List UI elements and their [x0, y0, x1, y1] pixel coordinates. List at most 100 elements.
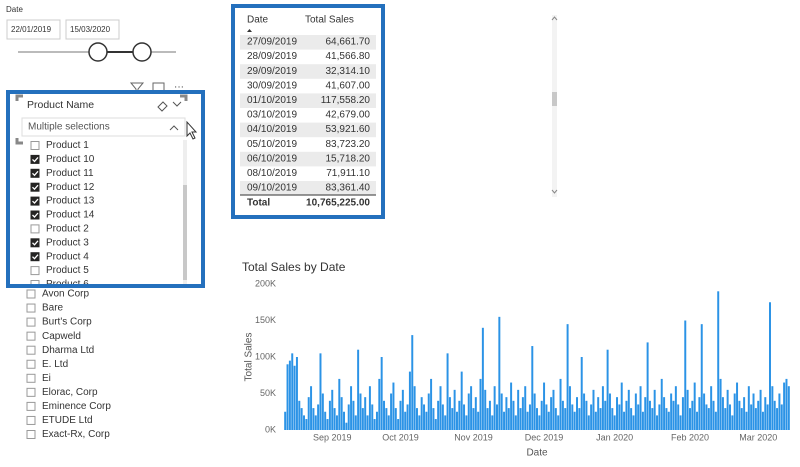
- bar: [493, 386, 496, 430]
- bar: [719, 378, 722, 430]
- checkbox-checked[interactable]: [30, 252, 40, 262]
- slicer-item: Elorac, Corp: [42, 387, 98, 398]
- bar: [696, 411, 699, 430]
- slicer-item: Product 11: [46, 168, 94, 179]
- y-tick-label: 150K: [255, 315, 276, 325]
- bar: [394, 408, 397, 430]
- checkbox-checked[interactable]: [30, 210, 40, 220]
- checkbox[interactable]: [30, 224, 40, 234]
- bar: [590, 404, 593, 430]
- bar: [613, 415, 616, 430]
- checkbox[interactable]: [26, 317, 36, 327]
- slider-handle[interactable]: [132, 42, 152, 62]
- bar: [291, 353, 294, 430]
- checkbox[interactable]: [26, 345, 36, 355]
- checkbox[interactable]: [26, 289, 36, 299]
- checkbox-checked[interactable]: [30, 168, 40, 178]
- bar: [639, 386, 642, 430]
- bar: [343, 411, 346, 430]
- y-tick-label: 200K: [255, 278, 276, 288]
- bar: [425, 411, 428, 430]
- bar: [566, 324, 569, 430]
- bar: [293, 365, 296, 430]
- scrollbar-thumb[interactable]: [183, 185, 187, 280]
- checkbox[interactable]: [26, 331, 36, 341]
- page-scrollbar-thumb[interactable]: [552, 92, 557, 106]
- cell: 71,911.10: [326, 168, 370, 179]
- bar: [663, 397, 666, 430]
- checkbox[interactable]: [30, 141, 40, 150]
- bar: [625, 400, 628, 430]
- column-header: Total Sales: [305, 15, 354, 26]
- bar: [684, 320, 687, 430]
- checkbox[interactable]: [26, 430, 36, 439]
- bar: [390, 393, 393, 430]
- bar: [340, 397, 343, 430]
- cell: 32,314.10: [326, 66, 371, 77]
- checkbox[interactable]: [26, 303, 36, 313]
- start-date-input[interactable]: [6, 19, 61, 40]
- bar: [691, 400, 694, 430]
- bar: [397, 419, 400, 430]
- x-axis-label: Date: [526, 448, 548, 459]
- row-band: [240, 93, 376, 108]
- checkbox-checked[interactable]: [30, 154, 40, 164]
- bar: [759, 389, 762, 430]
- bar: [288, 360, 291, 430]
- date-slicer-title: Date: [6, 5, 23, 14]
- bar: [333, 408, 336, 430]
- end-date-input[interactable]: [65, 19, 120, 40]
- x-tick-label: Mar 2020: [739, 432, 777, 442]
- bar: [375, 411, 378, 430]
- bar: [458, 400, 461, 430]
- more-icon[interactable]: ···: [174, 82, 184, 93]
- bar: [536, 408, 538, 430]
- company-list: Avon Corp Bare Burt's Corp Capweld Dharma Lt…: [26, 289, 111, 440]
- bar: [627, 389, 630, 430]
- eraser-icon[interactable]: [157, 101, 168, 112]
- checkbox[interactable]: [26, 401, 36, 411]
- bar: [644, 397, 647, 430]
- bar: [637, 404, 640, 430]
- slider-handle[interactable]: [88, 42, 108, 62]
- checkbox[interactable]: [30, 266, 40, 276]
- dropdown[interactable]: [21, 117, 186, 137]
- bar: [686, 389, 689, 430]
- checkbox[interactable]: [26, 387, 36, 397]
- bar: [783, 382, 786, 430]
- checkbox[interactable]: [26, 415, 36, 425]
- bar: [543, 382, 546, 430]
- bar: [510, 382, 513, 430]
- bar: [361, 408, 364, 430]
- bar: [766, 404, 769, 430]
- checkbox-checked[interactable]: [30, 182, 40, 192]
- bar: [576, 397, 578, 430]
- bar: [453, 389, 456, 430]
- bar: [677, 404, 680, 430]
- checkmark: [32, 184, 39, 191]
- checkbox[interactable]: [26, 373, 36, 383]
- bar: [406, 404, 409, 430]
- checkbox-checked[interactable]: [30, 196, 40, 206]
- bar: [750, 404, 753, 430]
- bar: [413, 386, 416, 430]
- bar: [284, 411, 287, 430]
- slicer-item: Ei: [42, 373, 51, 384]
- bar: [488, 400, 491, 430]
- bar: [620, 382, 623, 430]
- bar: [580, 357, 583, 430]
- checkbox[interactable]: [30, 280, 40, 289]
- x-tick-label: Oct 2019: [382, 432, 419, 442]
- slicer-item: Product 1: [46, 140, 89, 151]
- bar: [331, 389, 334, 430]
- bar: [656, 415, 659, 430]
- collapse-icon[interactable]: [172, 101, 182, 107]
- checkbox-checked[interactable]: [30, 238, 40, 248]
- checkbox[interactable]: [26, 359, 36, 369]
- bar: [714, 411, 717, 430]
- bar: [707, 408, 710, 430]
- bar: [597, 397, 600, 430]
- bar: [554, 408, 557, 430]
- bar: [286, 364, 289, 430]
